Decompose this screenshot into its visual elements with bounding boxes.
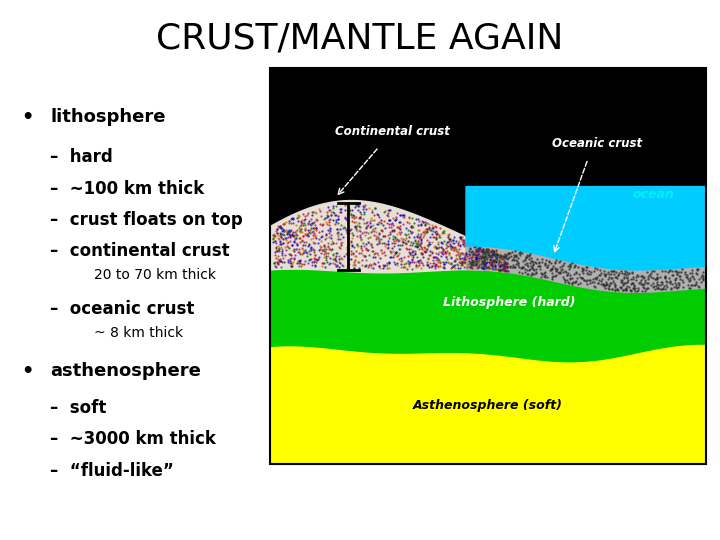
Text: CRUST/MANTLE AGAIN: CRUST/MANTLE AGAIN	[156, 22, 564, 56]
Text: –  ~3000 km thick: – ~3000 km thick	[50, 430, 216, 448]
Text: –  ~100 km thick: – ~100 km thick	[50, 180, 204, 198]
Text: –  continental crust: – continental crust	[50, 242, 230, 260]
Text: Oceanic crust: Oceanic crust	[552, 137, 642, 150]
Text: 20 to 70 km thick: 20 to 70 km thick	[94, 268, 215, 282]
Polygon shape	[466, 246, 706, 292]
Text: Lithosphere (hard): Lithosphere (hard)	[444, 295, 576, 309]
Text: –  “fluid-like”: – “fluid-like”	[50, 462, 174, 480]
Text: ~ 8 km thick: ~ 8 km thick	[94, 326, 183, 340]
Text: Continental crust: Continental crust	[335, 125, 449, 138]
Text: •: •	[22, 108, 34, 127]
Text: –  oceanic crust: – oceanic crust	[50, 300, 195, 318]
Polygon shape	[270, 269, 706, 362]
Polygon shape	[270, 200, 510, 273]
Polygon shape	[270, 344, 706, 464]
Text: –  soft: – soft	[50, 399, 107, 417]
Polygon shape	[466, 186, 706, 270]
Text: –  crust floats on top: – crust floats on top	[50, 211, 243, 229]
Text: •: •	[22, 362, 34, 381]
Bar	[270, 68, 706, 464]
Text: lithosphere: lithosphere	[50, 108, 166, 126]
Text: Asthenosphere (soft): Asthenosphere (soft)	[413, 399, 563, 412]
Text: ocean: ocean	[632, 188, 674, 201]
Text: –  hard: – hard	[50, 148, 113, 166]
Text: asthenosphere: asthenosphere	[50, 362, 202, 380]
